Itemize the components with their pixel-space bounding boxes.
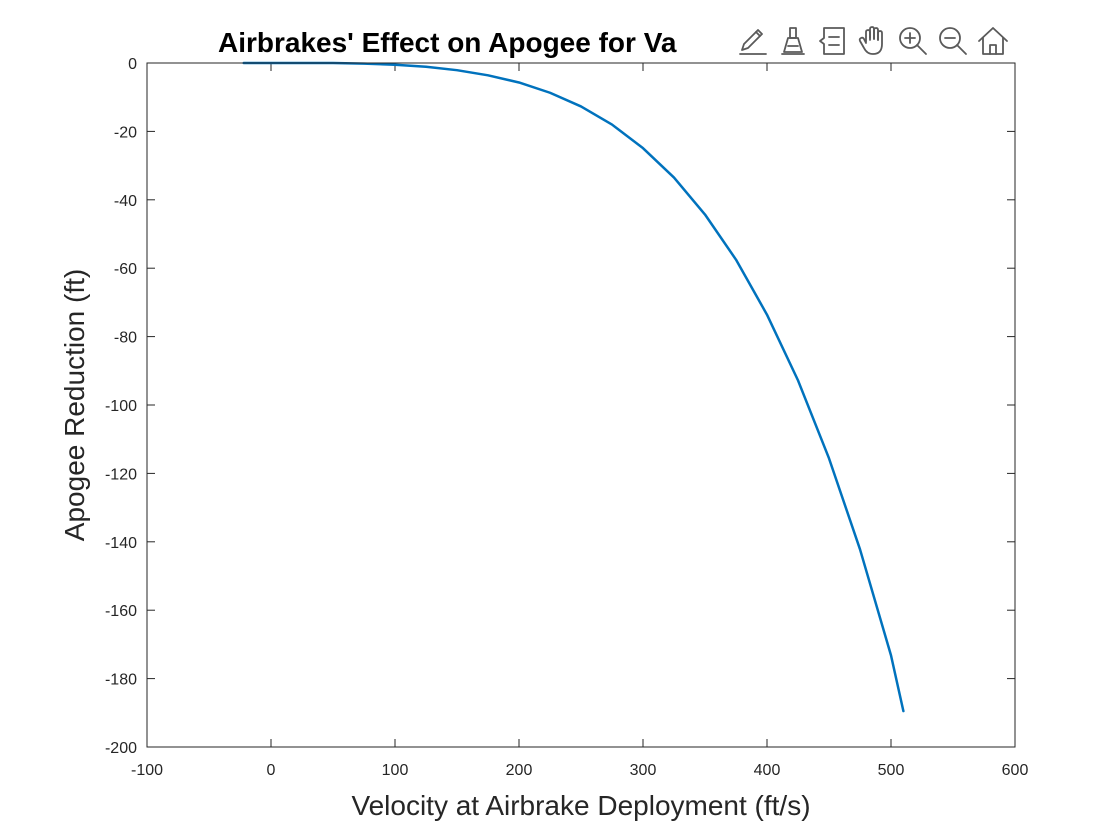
y-tick-label: -180 (105, 672, 137, 689)
y-tick-label: -140 (105, 535, 137, 552)
tick-labels: -100 0 100 200 300 400 500 600 0 -20 -40 -60 -80 -100… (105, 56, 1028, 779)
zoom-in-button[interactable] (893, 22, 933, 60)
x-tick-label: 500 (878, 762, 905, 779)
data-tips-button[interactable] (813, 22, 853, 60)
y-tick-label: -100 (105, 398, 137, 415)
zoom-out-icon (939, 27, 967, 55)
edit-button[interactable] (733, 22, 773, 60)
y-tick-label: -80 (114, 330, 137, 347)
x-tick-label: 600 (1002, 762, 1029, 779)
home-button[interactable] (973, 22, 1013, 60)
brush-button[interactable] (773, 22, 813, 60)
brush-icon (781, 27, 805, 55)
y-tick-label: -60 (114, 261, 137, 278)
pan-button[interactable] (853, 22, 893, 60)
x-tick-label: 100 (382, 762, 409, 779)
x-tick-label: 200 (506, 762, 533, 779)
x-tick-label: 300 (630, 762, 657, 779)
y-tick-label: -200 (105, 740, 137, 757)
edit-icon (739, 29, 767, 55)
data-tips-icon (819, 27, 845, 55)
y-tick-label: -40 (114, 193, 137, 210)
y-tick-label: -20 (114, 124, 137, 141)
axes-box (146, 62, 1016, 748)
zoom-in-icon (899, 27, 927, 55)
y-tick-label: 0 (128, 56, 137, 73)
chart-title: Airbrakes' Effect on Apogee for Va (218, 27, 677, 58)
pan-hand-icon (858, 26, 883, 55)
x-tick-label: -100 (131, 762, 163, 779)
y-tick-label: -120 (105, 466, 137, 483)
y-tick-label: -160 (105, 603, 137, 620)
axes-toolbar (733, 22, 1013, 60)
x-axis-label: Velocity at Airbrake Deployment (ft/s) (351, 790, 810, 821)
zoom-out-button[interactable] (933, 22, 973, 60)
home-icon (978, 27, 1008, 55)
x-tick-label: 0 (267, 762, 276, 779)
x-tick-label: 400 (754, 762, 781, 779)
y-axis-label: Apogee Reduction (ft) (59, 269, 90, 541)
